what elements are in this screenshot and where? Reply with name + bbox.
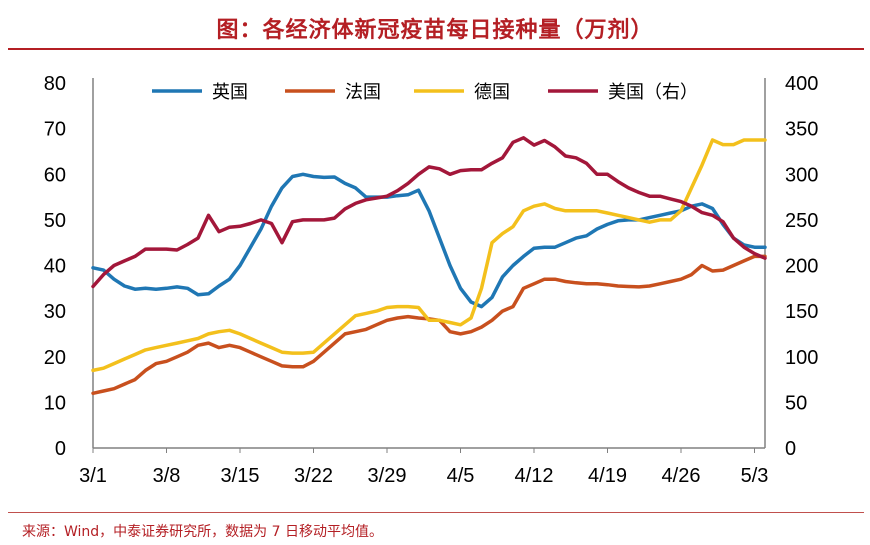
x-tick-label: 4/5 bbox=[447, 465, 475, 487]
y-left-tick-label: 80 bbox=[44, 73, 66, 95]
y-right-tick-label: 400 bbox=[785, 73, 818, 95]
x-tick-label: 3/1 bbox=[79, 465, 107, 487]
x-tick-label: 3/29 bbox=[368, 465, 407, 487]
x-tick-label: 4/26 bbox=[662, 465, 701, 487]
legend-label: 美国（右） bbox=[608, 82, 698, 103]
source-note: 来源：Wind，中泰证券研究所，数据为 7 日移动平均值。 bbox=[22, 524, 383, 540]
y-left-tick-label: 0 bbox=[55, 438, 66, 460]
y-right-tick-label: 200 bbox=[785, 256, 818, 278]
y-right-tick-label: 300 bbox=[785, 164, 818, 186]
title-divider bbox=[8, 48, 864, 50]
y-left-tick-label: 10 bbox=[44, 392, 66, 414]
series-line bbox=[91, 254, 767, 396]
legend-label: 德国 bbox=[474, 82, 510, 103]
y-left-tick-label: 40 bbox=[44, 256, 66, 278]
y-right-tick-label: 100 bbox=[785, 347, 818, 369]
x-tick-label: 3/15 bbox=[221, 465, 260, 487]
series-line bbox=[91, 172, 767, 309]
y-left-tick-label: 60 bbox=[44, 164, 66, 186]
chart-legend: 英国 法国 德国 美国（右） bbox=[152, 82, 698, 103]
chart-axes: 0 10 20 30 40 50 60 70 80 0 50 100 150 200 250 300 350 40… bbox=[44, 73, 819, 487]
series-line bbox=[91, 136, 767, 289]
x-tick-label: 3/22 bbox=[294, 465, 333, 487]
y-right-tick-label: 350 bbox=[785, 119, 818, 141]
legend-label: 法国 bbox=[345, 82, 381, 103]
y-right-tick-label: 150 bbox=[785, 301, 818, 323]
x-tick-label: 4/19 bbox=[588, 465, 627, 487]
x-tick-label: 3/8 bbox=[153, 465, 181, 487]
chart-title: 图：各经济体新冠疫苗每日接种量（万剂） bbox=[216, 18, 654, 43]
y-left-tick-label: 30 bbox=[44, 301, 66, 323]
y-left-tick-label: 70 bbox=[44, 119, 66, 141]
y-right-tick-label: 0 bbox=[785, 438, 796, 460]
footer-divider bbox=[8, 512, 864, 513]
x-tick-label: 5/3 bbox=[741, 465, 769, 487]
x-tick-label: 4/12 bbox=[515, 465, 554, 487]
legend-label: 英国 bbox=[212, 82, 248, 103]
chart-series bbox=[91, 136, 767, 396]
series-line bbox=[91, 138, 767, 373]
y-right-tick-label: 250 bbox=[785, 210, 818, 232]
y-left-tick-label: 20 bbox=[44, 347, 66, 369]
y-right-tick-label: 50 bbox=[785, 392, 807, 414]
y-left-tick-label: 50 bbox=[44, 210, 66, 232]
